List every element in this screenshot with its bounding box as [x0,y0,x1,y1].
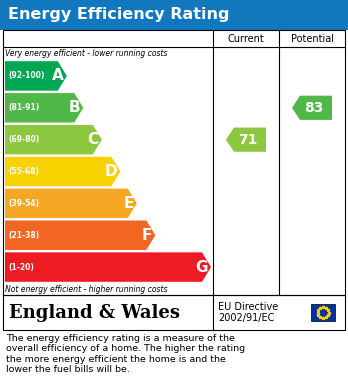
Bar [0,0,348,30]
Text: 71: 71 [238,133,258,147]
Text: Energy Efficiency Rating: Energy Efficiency Rating [8,7,229,23]
Text: Potential: Potential [291,34,333,43]
Polygon shape [5,61,67,91]
Text: (92-100): (92-100) [8,72,45,81]
Text: England & Wales: England & Wales [9,303,180,321]
Polygon shape [5,125,102,154]
Text: (69-80): (69-80) [8,135,39,144]
Text: B: B [69,100,80,115]
Polygon shape [5,157,120,186]
Text: (21-38): (21-38) [8,231,39,240]
Text: (39-54): (39-54) [8,199,39,208]
Text: Not energy efficient - higher running costs: Not energy efficient - higher running co… [5,285,167,294]
Polygon shape [5,252,211,282]
Text: (81-91): (81-91) [8,103,39,112]
Text: (1-20): (1-20) [8,263,34,272]
Bar [311,304,335,321]
Text: D: D [105,164,117,179]
Text: Very energy efficient - lower running costs: Very energy efficient - lower running co… [5,49,167,58]
Polygon shape [292,96,332,120]
Text: Current: Current [228,34,264,43]
Bar [3,295,345,330]
Text: E: E [124,196,134,211]
Bar [3,30,345,295]
Text: EU Directive
2002/91/EC: EU Directive 2002/91/EC [218,302,278,323]
Polygon shape [226,127,266,152]
Text: A: A [52,68,64,83]
Text: G: G [196,260,208,274]
Polygon shape [5,93,83,122]
Text: The energy efficiency rating is a measure of the
overall efficiency of a home. T: The energy efficiency rating is a measur… [6,334,245,374]
Polygon shape [5,221,155,250]
Text: C: C [88,132,99,147]
Text: (55-68): (55-68) [8,167,39,176]
Text: 83: 83 [304,101,324,115]
Polygon shape [5,188,137,218]
Text: F: F [142,228,152,243]
